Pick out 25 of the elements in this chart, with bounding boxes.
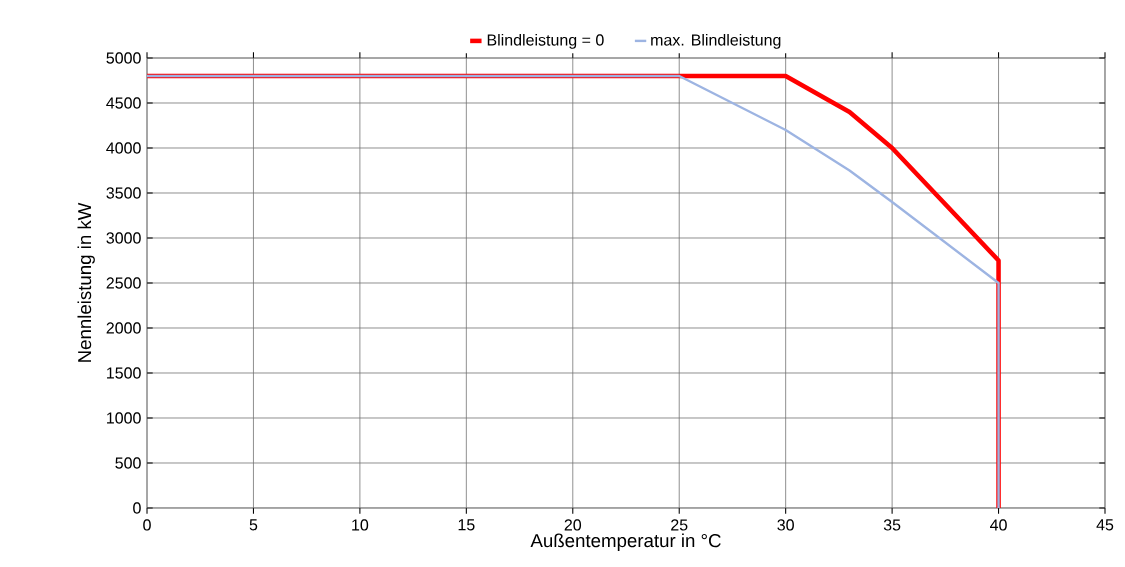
x-tick-label: 35	[883, 519, 901, 531]
y-axis-title: Nennleistung in kW	[77, 202, 95, 362]
x-tick-label: 25	[671, 519, 688, 531]
y-tick-label: 500	[115, 457, 141, 469]
x-tick-label: 15	[458, 519, 475, 531]
legend-label: Blindleistung = 0	[487, 33, 604, 49]
x-tick-label: 40	[990, 519, 1007, 531]
x-tick-label: 10	[352, 519, 369, 531]
y-tick-label: 0	[133, 502, 141, 514]
x-axis-title: Außentemperatur in °C	[530, 533, 721, 551]
y-tick-label: 4500	[106, 97, 141, 109]
x-tick-label: 0	[143, 519, 151, 531]
x-tick-label: 45	[1096, 519, 1114, 531]
legend-label: max. Blindleistung	[651, 33, 781, 49]
y-tick-label: 1000	[107, 412, 141, 424]
y-tick-label: 2500	[106, 277, 141, 289]
x-tick-label: 30	[777, 519, 794, 531]
y-tick-label: 1500	[107, 367, 141, 379]
y-tick-label: 3500	[106, 187, 141, 199]
y-tick-label: 5000	[106, 52, 141, 64]
y-tick-label: 2000	[106, 322, 141, 334]
y-tick-label: 4000	[106, 142, 141, 154]
x-tick-label: 20	[564, 519, 582, 531]
x-tick-label: 5	[249, 519, 258, 531]
y-tick-label: 3000	[106, 232, 141, 244]
